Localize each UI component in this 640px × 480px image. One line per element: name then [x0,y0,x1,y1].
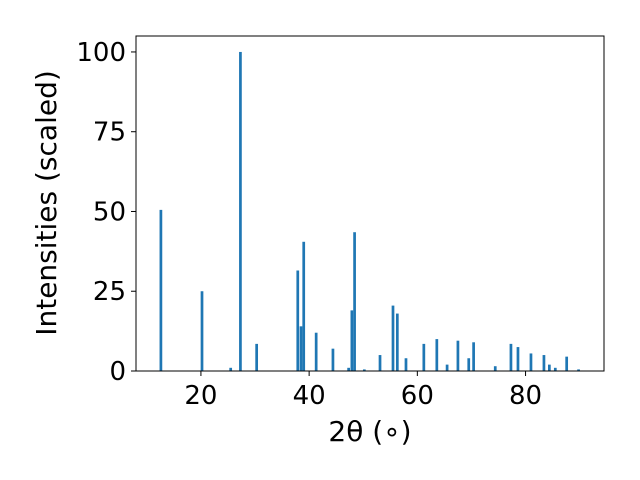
x-tick-label: 40 [293,381,326,411]
bar-27 [529,353,533,371]
bar-23 [472,342,475,371]
bar-30 [553,367,557,371]
bar-6 [299,326,303,371]
bar-10 [347,367,350,371]
bar-2 [229,367,233,371]
x-tick-label: 20 [184,381,217,411]
bar-18 [422,343,426,371]
plot-frame [135,35,605,372]
bar-26 [516,347,520,371]
bar-series [159,51,580,371]
bar-15 [391,305,395,371]
x-axis-label: 2θ (∘) [328,415,411,448]
bar-22 [467,358,471,371]
y-tick-label: 25 [93,277,126,307]
bar-9 [331,348,335,371]
bar-3 [239,51,242,371]
bar-14 [378,355,382,371]
y-tick-label: 100 [76,38,126,68]
bar-1 [200,291,204,371]
bar-13 [362,369,366,371]
bar-5 [296,270,300,371]
bar-17 [404,358,408,371]
bar-28 [542,355,546,371]
x-tick-label: 60 [401,381,434,411]
y-tick-label: 75 [93,118,126,148]
bar-7 [302,241,306,371]
y-axis-label: Intensities (scaled) [30,70,63,336]
bar-31 [565,356,569,371]
bar-11 [350,310,354,371]
y-axis-ticks: 0 25 50 75 100 [76,38,136,387]
x-axis-ticks: 20 40 60 80 [184,371,542,411]
plot-background [136,36,604,371]
bar-21 [456,340,460,371]
bar-20 [445,364,449,371]
y-tick-label: 0 [109,357,126,387]
bar-12 [353,232,356,371]
bar-0 [159,209,163,371]
bar-4 [255,343,259,371]
bar-19 [435,339,439,371]
y-tick-label: 50 [93,197,126,227]
bar-32 [577,369,580,371]
bar-29 [548,364,551,371]
x-tick-label: 80 [509,381,542,411]
bar-8 [314,332,318,371]
bar-16 [395,313,399,371]
bar-24 [493,366,497,371]
bar-25 [509,343,513,371]
